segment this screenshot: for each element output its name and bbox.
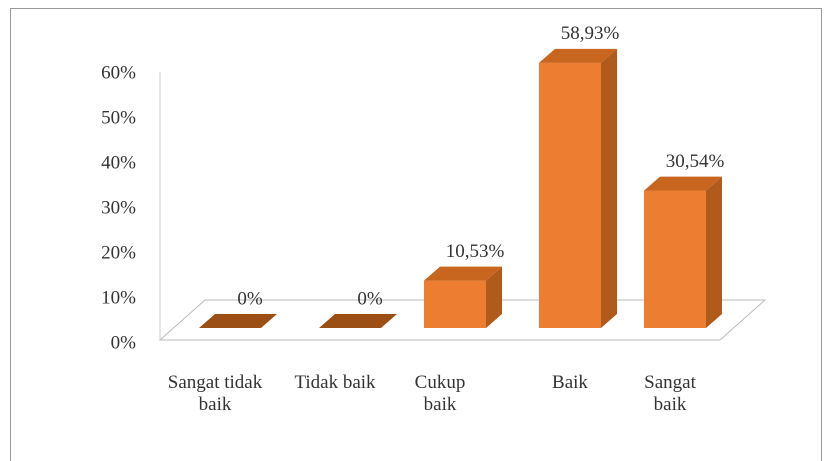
y-tick-label: 30% (101, 197, 136, 218)
value-label: 58,93% (561, 23, 620, 44)
value-label: 30,54% (666, 151, 725, 172)
bar (424, 280, 486, 328)
bar-top (319, 314, 397, 328)
y-tick-label: 0% (111, 332, 137, 353)
floor (158, 299, 767, 341)
y-tick-label: 50% (101, 107, 136, 128)
bar (644, 190, 706, 328)
bar-top (644, 176, 722, 191)
value-label: 0% (357, 288, 383, 309)
value-label: 10,53% (446, 241, 505, 262)
x-tick-label: Sangat tidak baik (167, 372, 263, 415)
x-tick-label: Sangat baik (644, 372, 696, 415)
bar-top (199, 314, 277, 328)
chart-border (10, 8, 822, 461)
bar-side (601, 48, 617, 328)
y-tick-label: 20% (101, 242, 136, 263)
bar-top (424, 266, 502, 281)
bar-top (539, 48, 617, 63)
x-tick-label: Cukup baik (414, 372, 466, 415)
x-tick-label: Tidak baik (294, 372, 376, 393)
bar (539, 62, 601, 328)
y-tick-label: 10% (101, 287, 136, 308)
y-tick-label: 40% (101, 152, 136, 173)
bar-side (706, 176, 722, 328)
value-label: 0% (237, 288, 263, 309)
bar-side (486, 266, 502, 328)
y-tick-label: 60% (101, 62, 136, 83)
x-tick-label: Baik (552, 372, 588, 393)
